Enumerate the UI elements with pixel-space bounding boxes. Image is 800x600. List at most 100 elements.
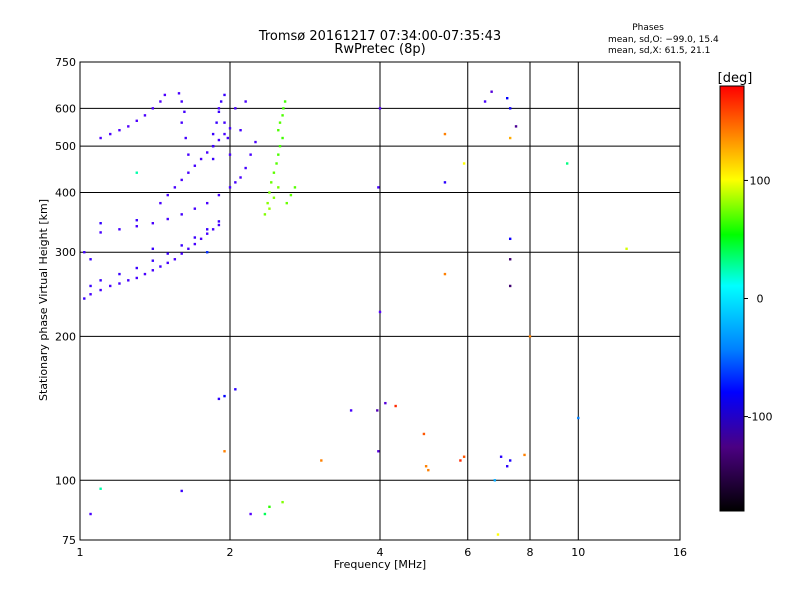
- data-point: [239, 176, 242, 179]
- stats-o: mean, sd,O: −99.0, 15.4: [608, 35, 719, 45]
- data-point: [277, 186, 280, 189]
- data-point: [99, 279, 102, 282]
- data-point: [523, 453, 526, 457]
- data-point: [459, 459, 462, 462]
- data-point: [159, 100, 162, 103]
- data-point: [508, 258, 512, 261]
- data-point: [266, 201, 269, 205]
- x-tick-label: 10: [571, 546, 585, 559]
- data-point: [193, 164, 197, 167]
- x-tick-label: 16: [673, 546, 687, 559]
- data-point: [223, 93, 226, 97]
- data-point: [422, 432, 426, 436]
- data-point: [211, 157, 215, 161]
- data-point: [219, 100, 223, 103]
- data-point: [223, 132, 226, 136]
- data-point: [99, 222, 102, 225]
- data-point: [228, 186, 232, 189]
- data-point: [166, 261, 169, 265]
- data-point: [180, 178, 183, 182]
- y-tick-label: 100: [55, 474, 76, 487]
- data-point: [89, 293, 92, 296]
- data-point: [118, 282, 121, 285]
- data-point: [254, 140, 257, 144]
- x-axis-label: Frequency [MHz]: [334, 558, 426, 571]
- data-point: [205, 251, 209, 254]
- data-point: [151, 247, 155, 250]
- data-point: [99, 231, 102, 234]
- data-point: [378, 107, 382, 110]
- data-point: [217, 110, 221, 114]
- y-tick-label: 400: [55, 186, 76, 199]
- data-point: [508, 284, 512, 288]
- data-point: [180, 121, 183, 124]
- data-point: [89, 258, 92, 261]
- data-point: [263, 213, 267, 216]
- data-point: [234, 181, 237, 184]
- data-point: [462, 162, 466, 165]
- data-point: [244, 100, 247, 103]
- data-point: [187, 171, 190, 174]
- data-point: [205, 201, 209, 205]
- data-point: [135, 119, 138, 123]
- data-point: [205, 228, 209, 231]
- data-point: [180, 100, 183, 103]
- data-point: [118, 128, 121, 132]
- data-point: [211, 228, 215, 231]
- data-point: [217, 220, 221, 223]
- y-tick-label: 750: [55, 56, 76, 69]
- data-point: [508, 237, 512, 241]
- data-point: [493, 479, 497, 482]
- data-point: [166, 252, 169, 255]
- data-point: [349, 409, 353, 412]
- colorbar-tick-label: -100: [748, 411, 773, 424]
- data-point: [278, 144, 282, 148]
- stats-header: Phases: [632, 23, 664, 33]
- x-tick-label: 8: [527, 546, 534, 559]
- data-point: [384, 401, 387, 405]
- data-point: [234, 388, 237, 391]
- data-point: [187, 247, 190, 250]
- data-point: [217, 397, 221, 401]
- data-point: [577, 416, 580, 420]
- data-point: [217, 138, 221, 142]
- data-point: [443, 181, 447, 184]
- data-point: [83, 251, 86, 254]
- x-tick-labels: 1 2 4 6 8 10 16: [77, 546, 688, 559]
- data-point: [223, 121, 226, 124]
- data-point: [263, 512, 267, 516]
- data-point: [282, 107, 285, 110]
- data-point: [193, 242, 197, 246]
- data-point: [223, 394, 226, 398]
- data-point: [499, 455, 503, 458]
- data-point: [151, 259, 155, 262]
- data-point: [244, 166, 247, 170]
- stats-x: mean, sd,X: 61.5, 21.1: [608, 46, 710, 56]
- data-point: [135, 276, 138, 280]
- data-point: [281, 500, 284, 504]
- data-point: [99, 288, 102, 292]
- data-point: [462, 455, 466, 458]
- colorbar-tick-label: 100: [750, 174, 771, 187]
- data-point: [268, 505, 271, 509]
- data-point: [151, 107, 155, 110]
- data-point: [275, 162, 278, 165]
- data-point: [166, 217, 169, 221]
- data-point: [135, 171, 138, 174]
- data-point: [376, 409, 379, 412]
- data-point: [177, 92, 181, 95]
- data-point: [277, 128, 280, 132]
- data-point: [173, 258, 177, 261]
- grid-lines: [80, 62, 680, 540]
- data-point: [223, 450, 226, 453]
- data-point: [166, 193, 169, 197]
- data-point: [249, 512, 252, 516]
- data-point: [180, 252, 183, 255]
- data-point: [234, 107, 237, 110]
- colorbar-label: [deg]: [718, 71, 753, 86]
- data-point: [565, 162, 569, 165]
- colorbar-tick-label: 0: [757, 293, 764, 306]
- data-point: [143, 114, 147, 117]
- data-points: [83, 90, 628, 536]
